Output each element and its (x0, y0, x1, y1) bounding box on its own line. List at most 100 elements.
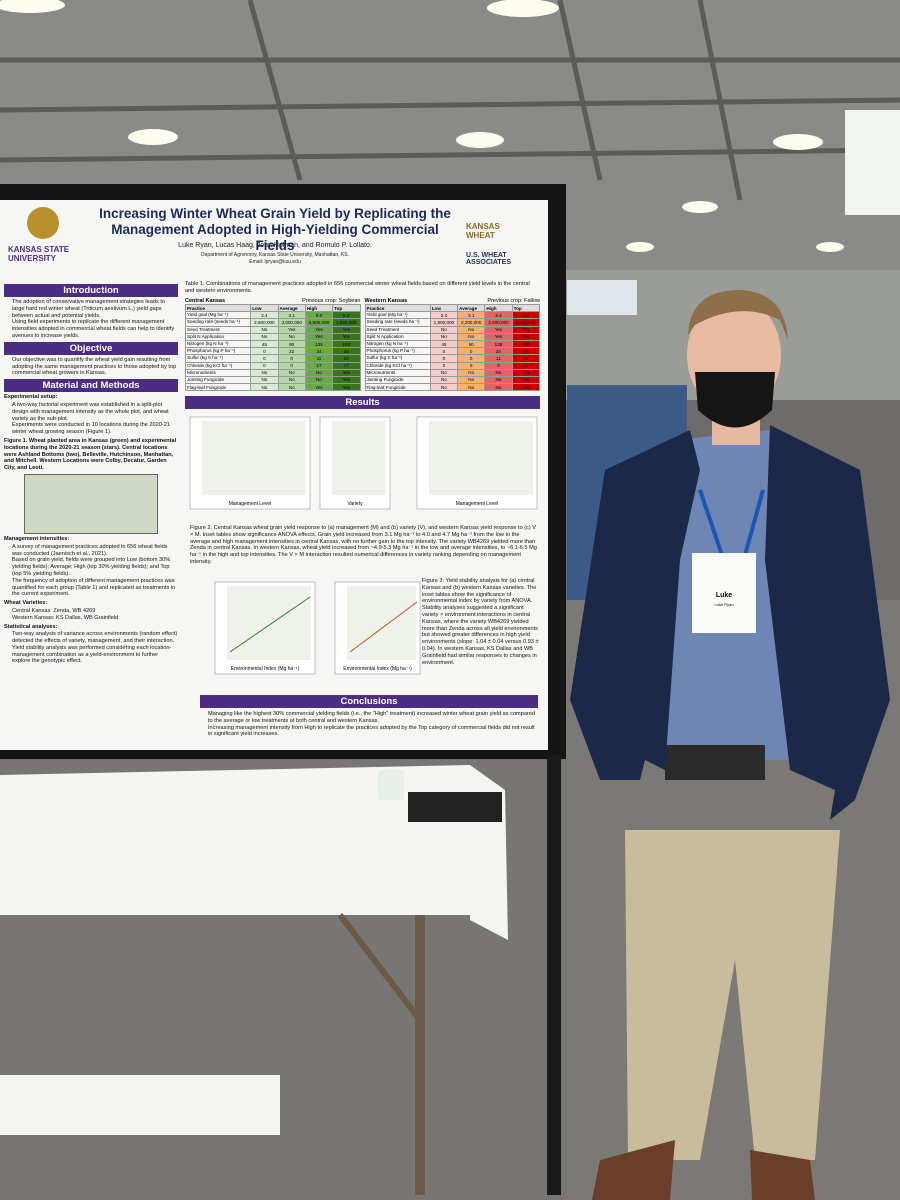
table-cell: No (457, 368, 486, 377)
table-cell: 34 (304, 347, 334, 356)
table-row: Yield goal (Mg ha⁻¹) 2.4 3.1 5.0 6.4 (185, 311, 361, 320)
table-row: Nitrogen (kg N ha⁻¹) 45 90 135 200 (364, 339, 540, 349)
pants (625, 830, 840, 1160)
table-row: Seed Treatment No Yes Yes Yes (185, 325, 361, 334)
table-cell: 180 (332, 339, 361, 349)
table-cell: Phosphorus (kg P ha⁻¹) (185, 347, 252, 356)
table-cell: Yes (511, 325, 540, 334)
table-cell: Split N Application (185, 332, 252, 341)
bullet: Managing like the highest 30% commercial… (208, 711, 538, 725)
table-cell: 0 (250, 361, 279, 370)
x-axis-label: Management Level (456, 501, 499, 507)
header-cell: Top (332, 303, 361, 313)
table-cell: 17 (332, 361, 361, 370)
table-cell: No (429, 368, 459, 377)
table-cell: 3.1 (277, 311, 306, 320)
table-cell: Yes (277, 325, 306, 334)
table-cell: Phosphorus (kg P ha⁻¹) (364, 347, 431, 356)
bullet: A survey of management practices adopted… (12, 544, 178, 558)
banner-sign (845, 110, 900, 215)
table-row: Phosphorus (kg P ha⁻¹) 0 0 34 34 (364, 347, 540, 356)
bullet: Increasing management intensity from Hig… (208, 725, 538, 739)
table-row: Jointing Fungicide No No No Yes (185, 375, 361, 385)
x-axis-label: Environmental Index (Mg ha⁻¹) (231, 666, 300, 672)
table-cell: Yes (332, 383, 361, 392)
table-cell: 90 (457, 339, 486, 349)
table-cell: No (277, 383, 306, 392)
logo-kansas-wheat: KANSAS WHEAT (466, 222, 500, 240)
table-cell: No (457, 383, 486, 392)
table-cell: Sulfur (kg S ha⁻¹) (185, 354, 252, 363)
person: Luke Luke Ryan (570, 290, 890, 1200)
table-cell: 4.4 (484, 311, 513, 320)
table-cell: No (429, 383, 459, 392)
table-cell: Chloride (kg KCl ha⁻¹) (185, 361, 252, 370)
table-cell: Yes (332, 332, 361, 341)
table-row: Nitrogen (kg N ha⁻¹) 45 90 135 180 (185, 339, 361, 349)
header-cell: High (484, 303, 513, 313)
table-cell: 200 (511, 339, 540, 349)
logo-text: KANSAS STATE UNIVERSITY (8, 245, 70, 263)
header-cell: High (304, 303, 334, 313)
table-cell: 0 (511, 361, 540, 370)
table-cell: No (250, 332, 279, 341)
table-row: Sulfur (kg S ha⁻¹) 0 0 11 22 (364, 354, 540, 363)
table-cell: 6.4 (511, 311, 540, 320)
table-cell: Yield goal (Mg ha⁻¹) (185, 311, 252, 320)
bullet-list: The adoption of conservative management … (4, 299, 178, 340)
table-cell: 0 (429, 361, 459, 370)
table-row: Flag-leaf Fungicide No No No Yes (364, 383, 540, 392)
cup (378, 770, 404, 800)
table-cell: Split N Application (364, 332, 431, 341)
table-cell: No (457, 332, 486, 341)
table-cell: Nitrogen (kg N ha⁻¹) (364, 339, 431, 349)
table-cell: Yes (332, 375, 361, 385)
table-cell: No (484, 383, 513, 392)
table-cell: 0 (457, 361, 486, 370)
subheading: Management intensities: (4, 535, 70, 542)
subheading: Wheat Varieties: (4, 600, 48, 607)
table-block: Western Kansas Previous crop: Fallow Pract… (364, 298, 541, 392)
bullet: Central Kansas: Zenda, WB 4269 (12, 608, 178, 615)
table-cell: 22 (511, 354, 540, 363)
table-cell: 0 (277, 361, 306, 370)
table-row: Chloride (kg KCl ha⁻¹) 0 0 17 17 (185, 361, 361, 370)
table-row: Chloride (kg KCl ha⁻¹) 0 0 0 0 (364, 361, 540, 370)
conclusions: Managing like the highest 30% commercial… (200, 710, 538, 748)
badge-name: Luke (716, 592, 732, 599)
table-cell: Jointing Fungicide (364, 375, 431, 385)
table-cell: No (250, 383, 279, 392)
table-cell: 0 (457, 354, 486, 363)
badge (692, 553, 756, 633)
plot-area (347, 586, 416, 660)
table-row: Jointing Fungicide No No No Yes (364, 375, 540, 385)
bullet: Yield stability analysis was performed c… (12, 645, 178, 665)
table-cell: 135 (304, 339, 334, 349)
bullet-list: A survey of management practices adopted… (4, 544, 178, 598)
bullet: Two-way analysis of variance across envi… (12, 631, 178, 645)
crop-note: Previous crop: Fallow (487, 298, 540, 304)
table-cell: No (429, 325, 459, 334)
table-cell: No (484, 375, 513, 385)
plot-area (332, 421, 386, 495)
table-row: Split N Application No No Yes Yes (185, 332, 361, 341)
box (0, 1075, 280, 1135)
table-cell: 5.0 (304, 311, 334, 320)
table-cell: No (277, 332, 306, 341)
table-cell: 39 (332, 347, 361, 356)
conclusions-heading: Conclusions (200, 695, 538, 708)
table-caption: Table 1. Combinations of management prac… (185, 281, 530, 294)
plot-area (202, 421, 306, 495)
table-title: Central Kansas Previous crop: Soybean (185, 298, 361, 304)
lanyard (743, 489, 765, 556)
table-title: Western Kansas Previous crop: Fallow (365, 298, 541, 304)
table-cell: 11 (304, 354, 334, 363)
results-heading: Results (185, 396, 540, 409)
table-cell: Yes (511, 332, 540, 341)
table-cell: 22 (277, 347, 306, 356)
table-cell: 45 (429, 339, 459, 349)
logo-uswa: U.S. WHEAT ASSOCIATES (466, 252, 511, 266)
practice-table: Practice Low Average High Top Yield goal (Mg … (185, 303, 361, 392)
sign-board (567, 280, 637, 315)
header-cell: Average (277, 303, 306, 313)
